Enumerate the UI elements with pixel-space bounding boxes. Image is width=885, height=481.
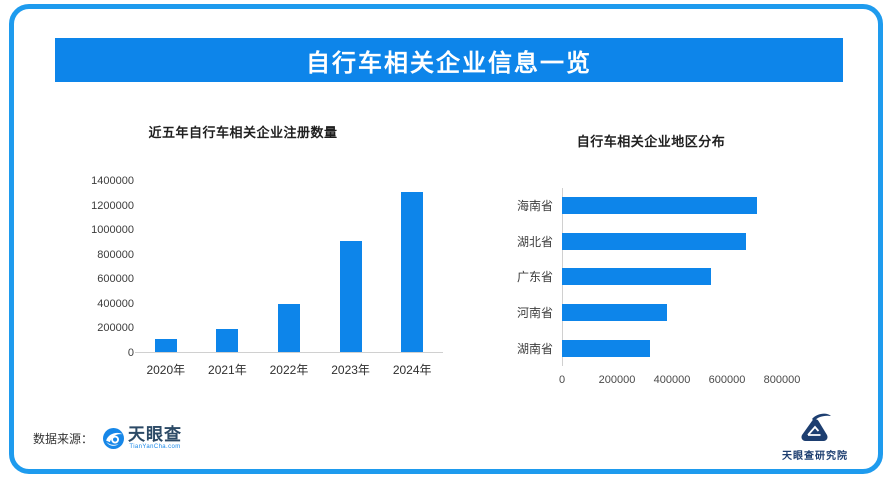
bar-2023年 xyxy=(339,240,362,352)
right-category-label: 海南省 xyxy=(516,199,553,214)
bar-2021年 xyxy=(216,328,239,352)
left-bar-slot xyxy=(197,181,259,352)
left-bar-slot xyxy=(135,181,197,352)
publisher-logo: 天眼查研究院 xyxy=(769,412,861,462)
right-xtick: 400000 xyxy=(653,374,691,386)
left-chart-plot xyxy=(135,181,443,353)
right-chart-xaxis: 0 200000 400000 600000 800000 xyxy=(558,374,800,388)
left-bar-slot xyxy=(320,181,382,352)
left-ytick: 800000 xyxy=(97,248,134,261)
right-bar-area xyxy=(562,339,782,357)
left-xlabel: 2024年 xyxy=(392,363,432,377)
right-category-label: 湖北省 xyxy=(516,234,553,249)
data-source-label: 数据来源： xyxy=(33,431,94,446)
tianyancha-eye-icon xyxy=(103,427,125,449)
tianyancha-logo-text: 天眼查 xyxy=(128,425,183,444)
right-bar-area xyxy=(562,197,782,215)
right-xtick: 200000 xyxy=(598,374,636,386)
left-bar-slot xyxy=(258,181,320,352)
bar-2024年 xyxy=(401,192,424,352)
bar-广东省 xyxy=(562,268,711,286)
left-chart-yaxis: 1400000 1200000 1000000 800000 600000 400000 2… xyxy=(56,175,134,359)
left-ytick: 0 xyxy=(127,347,134,359)
left-xlabel: 2022年 xyxy=(269,363,309,377)
right-chart-title: 自行车相关企业地区分布 xyxy=(576,134,726,149)
right-chart-row: 湖北省 xyxy=(486,224,786,260)
research-institute-icon xyxy=(801,413,831,441)
left-xlabel: 2020年 xyxy=(146,363,186,377)
tianyancha-logo-subtext: TianYanCha.com xyxy=(129,444,181,450)
data-source: 数据来源： 天眼查 TianYanCha.com xyxy=(33,426,182,450)
left-ytick: 1000000 xyxy=(91,224,134,237)
right-chart-row: 河南省 xyxy=(486,295,786,331)
right-chart-row: 广东省 xyxy=(486,259,786,295)
bar-河南省 xyxy=(562,304,667,322)
tianyancha-wordmark: 天眼查 TianYanCha.com xyxy=(128,426,182,450)
bar-湖南省 xyxy=(562,339,650,357)
research-institute-logo-text: 天眼查研究院 xyxy=(782,451,848,462)
right-xtick: 800000 xyxy=(763,374,801,386)
left-xlabel: 2023年 xyxy=(331,363,370,377)
page-title-banner: 自行车相关企业信息一览 xyxy=(55,38,843,82)
right-chart-rows: 海南省湖北省广东省河南省湖南省 xyxy=(486,188,786,366)
right-chart-row: 湖南省 xyxy=(486,330,786,366)
left-xlabel: 2021年 xyxy=(208,363,247,377)
page-title: 自行车相关企业信息一览 xyxy=(306,49,592,77)
left-chart-xaxis: 2020年 2021年 2022年 2023年 2024年 xyxy=(135,361,443,378)
bar-海南省 xyxy=(562,197,758,215)
right-bar-area xyxy=(562,304,782,322)
left-ytick: 400000 xyxy=(97,297,134,310)
bar-2022年 xyxy=(277,304,300,352)
right-bar-area xyxy=(562,232,782,250)
left-ytick: 200000 xyxy=(97,322,134,335)
left-ytick: 1400000 xyxy=(91,175,134,187)
left-bar-slot xyxy=(381,181,443,352)
right-category-label: 湖南省 xyxy=(516,341,553,356)
right-xtick: 0 xyxy=(558,374,566,386)
right-bar-area xyxy=(562,268,782,286)
left-ytick: 1200000 xyxy=(91,199,134,212)
tianyancha-logo: 天眼查 TianYanCha.com xyxy=(103,426,182,450)
bar-湖北省 xyxy=(562,232,747,250)
bar-2020年 xyxy=(154,338,177,352)
left-chart-title: 近五年自行车相关企业注册数量 xyxy=(148,125,338,140)
right-category-label: 广东省 xyxy=(516,270,553,285)
left-ytick: 600000 xyxy=(97,273,134,286)
right-xtick: 600000 xyxy=(708,374,746,386)
right-category-label: 河南省 xyxy=(516,306,553,321)
right-chart-row: 海南省 xyxy=(486,188,786,224)
